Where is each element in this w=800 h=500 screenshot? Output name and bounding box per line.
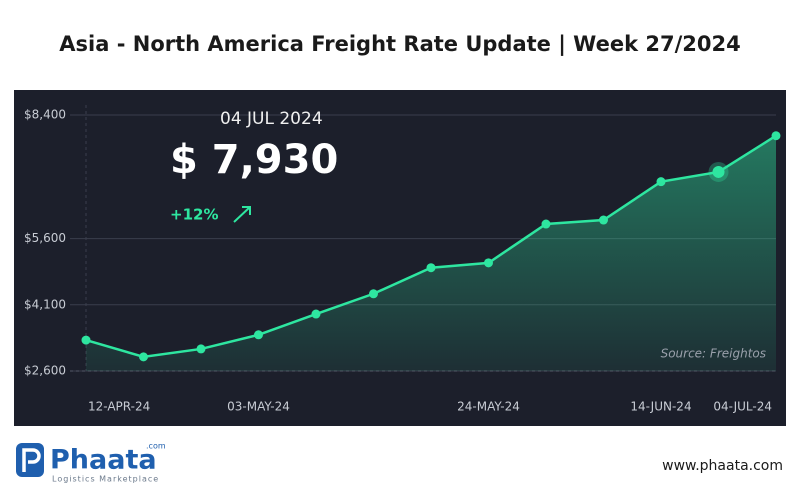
point xyxy=(541,219,551,229)
point xyxy=(771,131,781,141)
point xyxy=(712,165,725,178)
y-tick-label: $8,400 xyxy=(24,108,66,122)
x-tick-label: 03-MAY-24 xyxy=(227,400,290,414)
plot: $2,600 $4,100 $5,600 $8,400 12-APR-24 03-MAY-… xyxy=(24,105,781,414)
brand-domain: .com xyxy=(146,442,166,451)
chart-title: Asia - North America Freight Rate Update… xyxy=(59,32,740,57)
highlight-change: +12% xyxy=(170,206,218,224)
point xyxy=(81,335,91,345)
brand-name: Phaata xyxy=(50,445,157,476)
x-tick-label: 14-JUN-24 xyxy=(630,400,691,414)
y-tick-label: $4,100 xyxy=(24,297,66,311)
point xyxy=(254,330,263,340)
brand-tagline: Logistics Marketplace xyxy=(52,475,159,484)
logo-glyph xyxy=(22,448,41,472)
highlight-date: 04 JUL 2024 xyxy=(220,109,323,129)
area xyxy=(86,135,776,371)
highlight-price: $ 7,930 xyxy=(170,137,338,183)
x-tick-label: 24-MAY-24 xyxy=(457,400,520,414)
point xyxy=(139,352,148,362)
point xyxy=(656,177,666,187)
trend-arrow xyxy=(233,206,251,223)
point xyxy=(426,263,436,273)
source: Source: Freightos xyxy=(661,347,766,361)
point xyxy=(484,258,493,268)
point xyxy=(599,215,608,225)
point xyxy=(369,289,378,299)
logo-icon xyxy=(16,443,44,477)
x-tick-label: 12-APR-24 xyxy=(88,400,150,414)
point xyxy=(196,344,206,354)
y-tick-label: $2,600 xyxy=(24,364,66,378)
y-tick-label: $5,600 xyxy=(24,231,66,245)
website: www.phaata.com xyxy=(662,458,783,474)
point xyxy=(311,309,321,319)
x-tick-label: 04-JUL-24 xyxy=(713,400,772,414)
